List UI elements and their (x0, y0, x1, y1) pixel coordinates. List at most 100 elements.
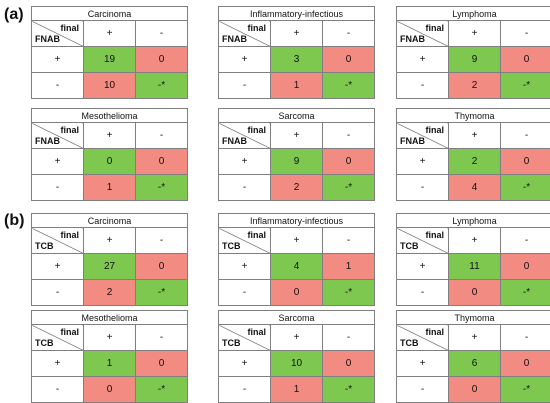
row-plus: + (397, 254, 449, 280)
cell-false-positive: 0 (136, 254, 188, 280)
cell-true-positive: 9 (449, 47, 501, 73)
row-minus: - (397, 377, 449, 403)
col-plus: + (449, 123, 501, 149)
table-title: Thymoma (397, 109, 550, 123)
col-plus: + (84, 21, 136, 47)
cell-true-negative: -* (136, 280, 188, 306)
cell-true-positive: 0 (84, 149, 136, 175)
cell-false-negative: 0 (84, 377, 136, 403)
row-minus: - (219, 280, 271, 306)
cell-true-positive: 6 (449, 351, 501, 377)
row-header-method: TCB (400, 241, 419, 251)
col-minus: - (323, 325, 375, 351)
cell-false-positive: 0 (501, 351, 550, 377)
row-header-method: FNAB (400, 136, 425, 146)
header-corner: final TCB (219, 228, 271, 254)
row-minus: - (32, 175, 84, 201)
cell-true-positive: 27 (84, 254, 136, 280)
col-minus: - (501, 325, 550, 351)
row-header-method: FNAB (400, 34, 425, 44)
header-corner: final TCB (397, 228, 449, 254)
row-header-method: FNAB (35, 136, 60, 146)
col-header-final: final (247, 230, 266, 240)
cell-true-negative: -* (501, 73, 550, 99)
col-plus: + (449, 228, 501, 254)
row-minus: - (219, 377, 271, 403)
col-plus: + (271, 228, 323, 254)
cell-false-positive: 0 (136, 149, 188, 175)
cell-true-positive: 2 (449, 149, 501, 175)
table-title: Lymphoma (397, 7, 550, 21)
row-header-method: FNAB (35, 34, 60, 44)
col-header-final: final (60, 230, 79, 240)
col-header-final: final (247, 125, 266, 135)
table-title: Carcinoma (32, 214, 188, 228)
col-plus: + (449, 325, 501, 351)
col-header-final: final (425, 327, 444, 337)
col-header-final: final (425, 230, 444, 240)
cell-false-negative: 2 (449, 73, 501, 99)
row-minus: - (32, 280, 84, 306)
header-corner: final TCB (397, 325, 449, 351)
col-header-final: final (60, 23, 79, 33)
cell-false-positive: 0 (136, 47, 188, 73)
col-minus: - (136, 325, 188, 351)
cell-true-negative: -* (136, 73, 188, 99)
col-plus: + (84, 325, 136, 351)
col-minus: - (323, 21, 375, 47)
col-header-final: final (247, 23, 266, 33)
cell-false-positive: 0 (501, 47, 550, 73)
cell-false-positive: 0 (501, 149, 550, 175)
cell-true-negative: -* (136, 175, 188, 201)
row-header-method: TCB (35, 241, 54, 251)
row-header-method: TCB (35, 338, 54, 348)
cell-false-positive: 0 (136, 351, 188, 377)
header-corner: final TCB (32, 228, 84, 254)
table-title: Mesothelioma (32, 311, 188, 325)
panel-b-label: (b) (4, 212, 24, 230)
cell-false-positive: 0 (323, 149, 375, 175)
col-minus: - (136, 228, 188, 254)
cell-false-positive: 1 (323, 254, 375, 280)
cell-true-positive: 1 (84, 351, 136, 377)
col-plus: + (84, 228, 136, 254)
cell-true-negative: -* (323, 280, 375, 306)
col-header-final: final (60, 327, 79, 337)
row-minus: - (32, 377, 84, 403)
table-title: Carcinoma (32, 7, 188, 21)
row-plus: + (219, 149, 271, 175)
col-header-final: final (60, 125, 79, 135)
row-plus: + (219, 254, 271, 280)
col-header-final: final (247, 327, 266, 337)
row-plus: + (32, 47, 84, 73)
cell-true-negative: -* (501, 175, 550, 201)
row-header-method: TCB (400, 338, 419, 348)
col-minus: - (501, 123, 550, 149)
row-minus: - (32, 73, 84, 99)
cell-true-positive: 11 (449, 254, 501, 280)
cell-false-negative: 4 (449, 175, 501, 201)
cell-true-positive: 9 (271, 149, 323, 175)
cell-true-positive: 10 (271, 351, 323, 377)
row-plus: + (219, 351, 271, 377)
cell-true-negative: -* (501, 377, 550, 403)
cell-false-negative: 10 (84, 73, 136, 99)
cell-true-positive: 19 (84, 47, 136, 73)
row-header-method: TCB (222, 241, 241, 251)
row-minus: - (219, 73, 271, 99)
row-plus: + (32, 351, 84, 377)
table-title: Thymoma (397, 311, 550, 325)
row-plus: + (32, 149, 84, 175)
row-plus: + (397, 351, 449, 377)
